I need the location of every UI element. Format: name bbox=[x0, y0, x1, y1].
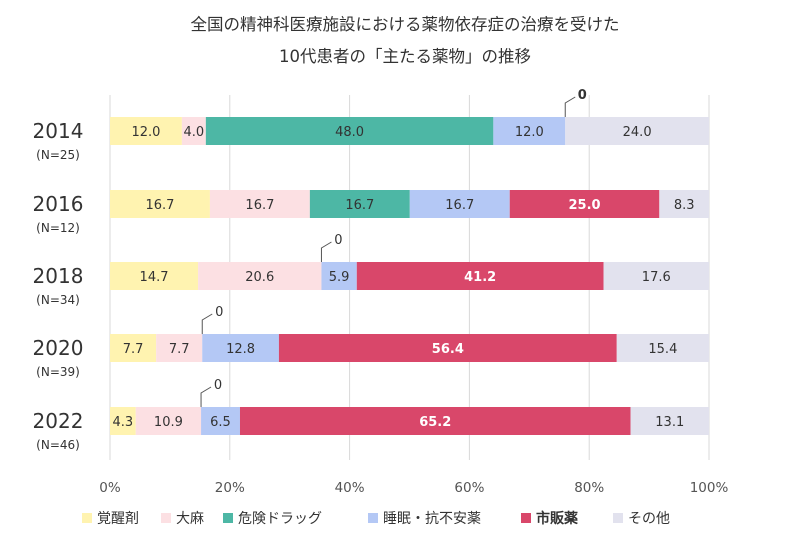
zero-callout-label: 0 bbox=[578, 88, 587, 103]
legend-swatch bbox=[368, 513, 378, 523]
bar-value-label: 4.0 bbox=[184, 125, 205, 140]
bar-value-label: 12.0 bbox=[515, 125, 544, 140]
bar-segment bbox=[201, 407, 240, 435]
bar-value-label: 5.9 bbox=[329, 270, 350, 285]
bar-value-label: 7.7 bbox=[123, 342, 144, 357]
zero-callout-leader bbox=[320, 241, 332, 262]
zero-callout-leader bbox=[200, 386, 212, 407]
bar-segment bbox=[202, 334, 279, 362]
category-n-label: (N=46) bbox=[36, 438, 80, 452]
bar-segment bbox=[321, 262, 357, 290]
category-labels: 2014 (N=25) 2016 (N=12) 2018 (N=34) 2020 (N=39)… bbox=[33, 119, 84, 452]
bar-segment bbox=[156, 334, 203, 362]
bar-value-label: 7.7 bbox=[169, 342, 190, 357]
chart-subtitle: 10代患者の「主たる薬物」の推移 bbox=[279, 47, 531, 66]
bar-segment bbox=[603, 262, 709, 290]
bar-value-label: 16.7 bbox=[145, 198, 174, 213]
legend-swatch bbox=[161, 513, 171, 523]
zero-callout-leader bbox=[564, 96, 576, 117]
legend-label: 睡眠・抗不安薬 bbox=[383, 511, 481, 527]
bar-value-label: 24.0 bbox=[623, 125, 652, 140]
bar-value-label: 14.7 bbox=[140, 270, 169, 285]
zero-callout-label: 0 bbox=[214, 378, 222, 393]
bar-segment bbox=[356, 262, 604, 290]
category-year-label: 2018 bbox=[33, 264, 84, 288]
legend-swatch bbox=[613, 513, 623, 523]
bar-segment bbox=[110, 407, 136, 435]
bar-value-label: 56.4 bbox=[432, 342, 464, 357]
bar-value-label: 16.7 bbox=[245, 198, 274, 213]
category-year-label: 2016 bbox=[33, 192, 84, 216]
bar-value-label: 48.0 bbox=[335, 125, 364, 140]
bar-segment bbox=[309, 190, 410, 218]
x-tick-label: 60% bbox=[454, 480, 484, 496]
bar-segment bbox=[278, 334, 617, 362]
category-n-label: (N=25) bbox=[36, 148, 80, 162]
bar-segment bbox=[110, 334, 157, 362]
category-year-label: 2014 bbox=[33, 119, 84, 143]
bar-segment bbox=[110, 262, 199, 290]
bar-segment bbox=[509, 190, 660, 218]
legend-label: 危険ドラッグ bbox=[238, 511, 322, 527]
bars: 12.0 4.0 48.0 12.0 24.0 16.7 16.7 16.7 16.7 25.0 8… bbox=[110, 88, 709, 435]
bar-value-label: 13.1 bbox=[655, 415, 684, 430]
bar-value-label: 65.2 bbox=[419, 415, 451, 430]
chart-title: 全国の精神科医療施設における薬物依存症の治療を受けた bbox=[191, 15, 620, 34]
bar-value-label: 6.5 bbox=[210, 415, 231, 430]
bar-value-label: 12.0 bbox=[131, 125, 160, 140]
bar-segment bbox=[205, 117, 494, 145]
bar-segment bbox=[110, 117, 182, 145]
legend: 覚醒剤 大麻 危険ドラッグ 睡眠・抗不安薬 市販薬 その他 bbox=[82, 510, 670, 527]
bar-segment bbox=[135, 407, 202, 435]
bar-value-label: 20.6 bbox=[245, 270, 274, 285]
bar-segment bbox=[493, 117, 566, 145]
bar-value-label: 10.9 bbox=[154, 415, 183, 430]
bar-segment bbox=[181, 117, 206, 145]
legend-label: 覚醒剤 bbox=[97, 511, 139, 527]
category-year-label: 2022 bbox=[33, 409, 84, 433]
zero-callout-label: 0 bbox=[334, 233, 342, 248]
category-n-label: (N=34) bbox=[36, 293, 80, 307]
legend-swatch bbox=[521, 513, 531, 523]
x-tick-label: 20% bbox=[215, 480, 245, 496]
bar-segment bbox=[110, 190, 210, 218]
x-tick-label: 80% bbox=[574, 480, 604, 496]
bar-segment bbox=[630, 407, 709, 435]
category-n-label: (N=12) bbox=[36, 221, 80, 235]
x-tick-label: 0% bbox=[99, 480, 121, 496]
legend-label: その他 bbox=[628, 511, 670, 527]
legend-swatch bbox=[82, 513, 92, 523]
bar-value-label: 12.8 bbox=[226, 342, 255, 357]
bar-value-label: 15.4 bbox=[648, 342, 677, 357]
bar-value-label: 4.3 bbox=[113, 415, 134, 430]
bar-segment bbox=[616, 334, 709, 362]
bar-value-label: 17.6 bbox=[642, 270, 671, 285]
legend-label: 市販薬 bbox=[536, 510, 578, 527]
bar-value-label: 16.7 bbox=[445, 198, 474, 213]
bar-value-label: 25.0 bbox=[568, 198, 600, 213]
bar-segment bbox=[565, 117, 709, 145]
zero-callout-leader bbox=[201, 313, 213, 334]
zero-callout-label: 0 bbox=[215, 305, 223, 320]
bar-value-label: 41.2 bbox=[464, 270, 496, 285]
x-tick-label: 100% bbox=[690, 480, 729, 496]
legend-swatch bbox=[223, 513, 233, 523]
legend-label: 大麻 bbox=[176, 511, 204, 527]
x-axis-tick-labels: 0% 20% 40% 60% 80% 100% bbox=[99, 480, 728, 496]
bar-segment bbox=[239, 407, 631, 435]
category-n-label: (N=39) bbox=[36, 365, 80, 379]
bar-segment bbox=[659, 190, 709, 218]
bar-segment bbox=[209, 190, 310, 218]
x-tick-label: 40% bbox=[335, 480, 365, 496]
bar-segment bbox=[198, 262, 322, 290]
bar-value-label: 8.3 bbox=[674, 198, 695, 213]
category-year-label: 2020 bbox=[33, 336, 84, 360]
bar-value-label: 16.7 bbox=[345, 198, 374, 213]
bar-segment bbox=[409, 190, 510, 218]
